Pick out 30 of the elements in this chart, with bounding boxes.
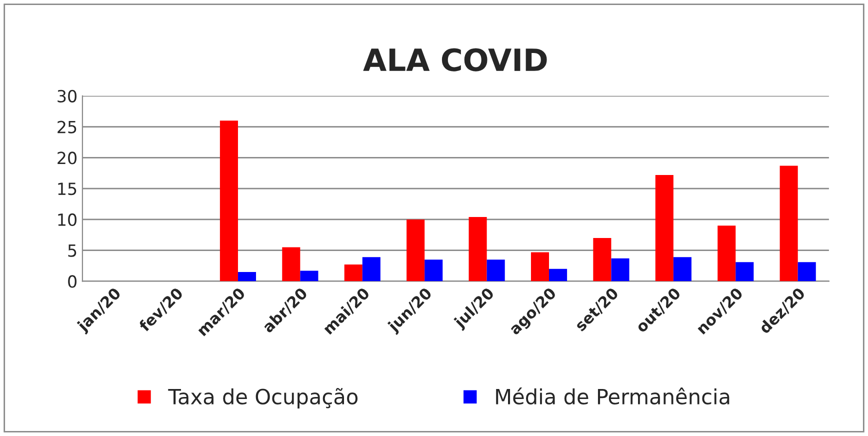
- bar: [736, 262, 754, 282]
- bar: [282, 247, 300, 282]
- bar: [673, 257, 692, 282]
- y-tick-label: 10: [58, 213, 76, 226]
- legend-label: Taxa de Ocupação: [168, 388, 358, 409]
- chart-title: ALA COVID: [363, 48, 547, 72]
- bar: [780, 166, 798, 282]
- legend-label: Média de Permanência: [496, 388, 730, 404]
- y-tick-label: 25: [58, 120, 76, 134]
- bar: [655, 174, 674, 282]
- bar: [530, 252, 550, 282]
- bar: [549, 268, 568, 282]
- y-tick-label: 0: [68, 275, 76, 288]
- bar: [362, 257, 380, 282]
- bar: [798, 262, 816, 282]
- bar: [486, 260, 505, 282]
- bar: [406, 219, 425, 282]
- y-tick-label: 5: [68, 244, 76, 257]
- bar: [424, 260, 443, 282]
- bar: [468, 216, 487, 282]
- bar: [718, 226, 736, 282]
- bar: [238, 272, 256, 282]
- bar: [220, 120, 238, 282]
- bar: [300, 270, 318, 282]
- y-tick-label: 30: [58, 90, 76, 102]
- bar: [611, 258, 630, 282]
- bar: [344, 264, 362, 282]
- bar: [593, 238, 612, 282]
- y-tick-label: 15: [58, 182, 76, 196]
- y-tick-label: 20: [58, 152, 76, 164]
